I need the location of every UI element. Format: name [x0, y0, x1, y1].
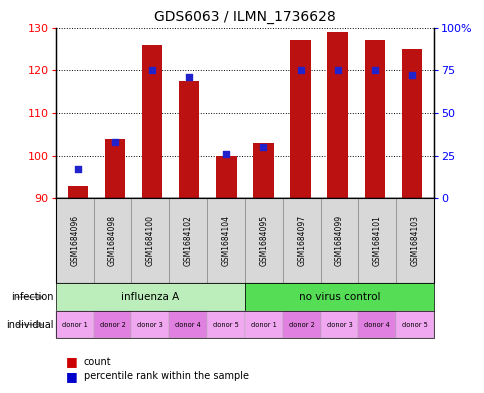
Text: donor 4: donor 4: [363, 321, 390, 328]
Text: percentile rank within the sample: percentile rank within the sample: [84, 371, 248, 381]
Text: GSM1684100: GSM1684100: [146, 215, 154, 266]
Title: GDS6063 / ILMN_1736628: GDS6063 / ILMN_1736628: [154, 10, 335, 24]
Text: GSM1684095: GSM1684095: [259, 215, 268, 266]
Bar: [327, 32, 347, 198]
Text: GSM1684101: GSM1684101: [372, 215, 381, 266]
Text: donor 4: donor 4: [175, 321, 201, 328]
Text: GSM1684103: GSM1684103: [410, 215, 419, 266]
Text: donor 1: donor 1: [250, 321, 276, 328]
Text: infection: infection: [11, 292, 53, 302]
Point: [259, 144, 267, 150]
Point: [370, 67, 378, 73]
Bar: [105, 139, 125, 198]
Text: GSM1684099: GSM1684099: [334, 215, 343, 266]
Bar: [179, 81, 199, 198]
Bar: [401, 49, 421, 198]
Point: [185, 74, 193, 80]
Text: GSM1684098: GSM1684098: [108, 215, 117, 266]
Point: [148, 67, 156, 73]
Point: [222, 151, 230, 157]
Text: donor 3: donor 3: [326, 321, 352, 328]
Text: donor 2: donor 2: [99, 321, 125, 328]
Point: [333, 67, 341, 73]
Bar: [253, 143, 273, 198]
Point: [296, 67, 304, 73]
Text: donor 1: donor 1: [61, 321, 88, 328]
Text: GSM1684102: GSM1684102: [183, 215, 192, 266]
Text: ■: ■: [65, 369, 77, 383]
Point: [407, 72, 415, 79]
Bar: [216, 156, 236, 198]
Text: donor 2: donor 2: [288, 321, 314, 328]
Bar: [68, 185, 88, 198]
Text: count: count: [84, 356, 111, 367]
Point: [111, 139, 119, 145]
Text: GSM1684096: GSM1684096: [70, 215, 79, 266]
Text: influenza A: influenza A: [121, 292, 179, 302]
Text: donor 3: donor 3: [137, 321, 163, 328]
Point: [74, 166, 82, 173]
Bar: [364, 40, 384, 198]
Bar: [142, 44, 162, 198]
Text: donor 5: donor 5: [212, 321, 239, 328]
Text: GSM1684104: GSM1684104: [221, 215, 230, 266]
Bar: [290, 40, 310, 198]
Text: GSM1684097: GSM1684097: [297, 215, 305, 266]
Text: ■: ■: [65, 355, 77, 368]
Text: individual: individual: [6, 320, 53, 330]
Text: no virus control: no virus control: [298, 292, 379, 302]
Text: donor 5: donor 5: [401, 321, 427, 328]
